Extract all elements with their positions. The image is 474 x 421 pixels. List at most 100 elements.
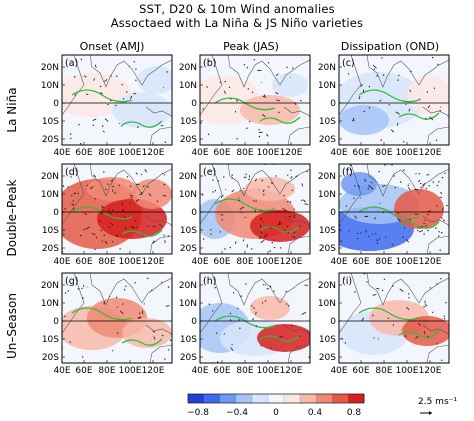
significance-stipple — [70, 176, 72, 178]
significance-stipple — [370, 181, 373, 184]
significance-stipple — [354, 185, 356, 187]
wind-vector — [441, 208, 444, 211]
wind-vector — [100, 92, 103, 95]
significance-stipple — [307, 330, 309, 332]
significance-stipple — [353, 197, 355, 200]
significance-stipple — [64, 315, 66, 318]
significance-stipple — [121, 84, 123, 86]
wind-vector — [130, 226, 135, 229]
lon-tick-label: 60E — [75, 148, 92, 158]
column-title-onset: Onset (AMJ) — [79, 40, 145, 53]
significance-stipple — [382, 74, 385, 76]
significance-stipple — [287, 201, 289, 203]
wind-vector — [424, 300, 426, 303]
wind-vector — [264, 284, 267, 286]
significance-stipple — [105, 188, 107, 191]
significance-stipple — [67, 186, 69, 188]
panel-label: (c) — [342, 58, 355, 69]
significance-stipple — [446, 204, 448, 207]
significance-stipple — [273, 246, 276, 249]
australia-coastline — [287, 126, 310, 145]
wind-vector — [152, 240, 156, 244]
wind-vector — [137, 317, 142, 319]
wind-vector — [262, 95, 267, 98]
wind-vector — [367, 187, 370, 190]
significance-stipple — [103, 171, 105, 173]
lat-tick-label: 10N — [318, 190, 336, 200]
significance-stipple — [69, 341, 71, 343]
significance-stipple — [156, 200, 159, 202]
significance-stipple — [440, 278, 442, 280]
wind-vector — [246, 66, 249, 69]
wind-vector — [237, 197, 240, 199]
lat-tick-label: 0 — [330, 317, 336, 327]
wind-vector — [239, 189, 241, 192]
wind-vector — [220, 214, 224, 216]
significance-stipple — [206, 86, 208, 88]
sst-anomaly-shading — [250, 210, 310, 242]
wind-vector — [273, 239, 275, 241]
lon-tick-label: 80E — [236, 257, 253, 267]
wind-vector — [266, 287, 269, 290]
wind-vector — [416, 229, 419, 232]
wind-vector — [142, 185, 145, 188]
wind-vector — [275, 92, 279, 95]
panel-label: (h) — [203, 276, 216, 287]
significance-stipple — [151, 289, 153, 292]
africa-coastline — [339, 55, 362, 116]
lat-tick-label: 10N — [318, 81, 336, 91]
significance-stipple — [245, 283, 247, 285]
significance-stipple — [394, 186, 396, 189]
significance-stipple — [229, 319, 232, 321]
lon-tick-label: 100E — [119, 148, 142, 158]
d20-contour — [71, 307, 163, 346]
significance-stipple — [74, 76, 76, 78]
significance-stipple — [219, 231, 221, 233]
wind-vector — [117, 332, 119, 335]
significance-stipple — [381, 289, 384, 292]
panel-frame — [199, 272, 311, 364]
significance-stipple — [100, 85, 102, 88]
wind-vector — [260, 239, 265, 243]
significance-stipple — [112, 185, 114, 188]
wind-vector — [269, 285, 272, 288]
significance-stipple — [441, 176, 444, 179]
significance-stipple — [378, 238, 380, 240]
map-panel-6: (f) 20N 10N 0 10S 20S 40E 60E 80E 100E 120E — [318, 163, 450, 267]
colorbar-segment — [187, 393, 205, 404]
sst-anomaly-shading — [339, 105, 389, 135]
wind-vector — [404, 103, 407, 106]
significance-stipple — [438, 231, 440, 233]
significance-stipple — [251, 305, 253, 307]
significance-stipple — [271, 242, 273, 244]
africa-coastline — [200, 55, 223, 116]
significance-stipple — [212, 310, 214, 312]
wind-vector — [286, 174, 289, 176]
lat-tick-label: 10N — [318, 299, 336, 309]
wind-vector — [165, 305, 170, 307]
significance-stipple — [403, 169, 405, 171]
lon-tick-label: 40E — [191, 257, 208, 267]
significance-stipple — [275, 175, 277, 177]
lat-tick-label: 20N — [318, 63, 336, 73]
colorbar-segment — [219, 393, 237, 404]
map-panel-3: (c) 20N 10N 0 10S 20S 40E 60E 80E 100E 120E — [318, 54, 450, 158]
significance-stipple — [280, 247, 282, 249]
lat-tick-label: 20S — [319, 353, 336, 363]
significance-stipple — [163, 183, 166, 186]
lat-tick-label: 0 — [330, 208, 336, 218]
wind-vector — [152, 330, 156, 333]
map-panel-9: (i) 20N 10N 0 10S 20S 40E 60E 80E 100E 120E — [318, 272, 450, 376]
wind-vector — [258, 131, 263, 134]
wind-vector — [263, 234, 268, 238]
significance-stipple — [425, 187, 427, 190]
lon-tick-label: 80E — [375, 148, 392, 158]
significance-stipple — [208, 303, 211, 305]
significance-stipple — [283, 194, 285, 197]
wind-vector — [276, 99, 281, 102]
lat-tick-label: 0 — [330, 99, 336, 109]
significance-stipple — [269, 250, 271, 252]
significance-stipple — [376, 75, 378, 77]
significance-stipple — [212, 191, 214, 193]
